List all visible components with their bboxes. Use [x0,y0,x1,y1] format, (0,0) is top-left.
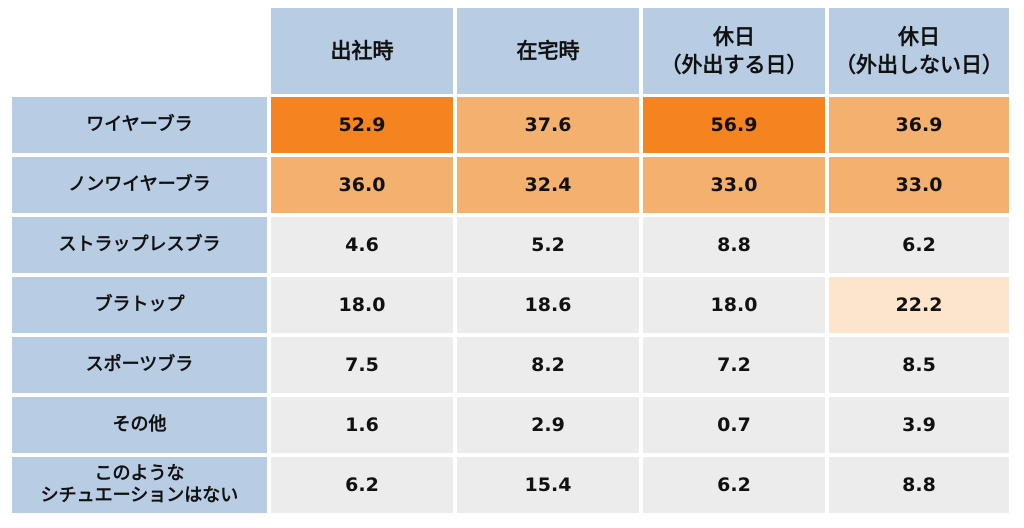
row-label: ワイヤーブラ [12,97,267,153]
data-table: 出社時 在宅時 休日 （外出する日） 休日 （外出しない日） ワイヤーブラ 52.9 37.6 5… [12,8,1020,518]
column-header: 在宅時 [457,8,639,94]
value-cell: 3.9 [829,397,1009,453]
value-cell: 8.8 [643,217,825,273]
column-header: 休日 （外出する日） [643,8,825,94]
value-cell: 33.0 [643,157,825,213]
row-label: スポーツブラ [12,337,267,393]
value-cell: 2.9 [457,397,639,453]
value-cell: 15.4 [457,457,639,513]
value-cell: 8.2 [457,337,639,393]
column-header: 出社時 [271,8,453,94]
value-cell: 7.5 [271,337,453,393]
value-cell: 0.7 [643,397,825,453]
value-cell: 18.6 [457,277,639,333]
row-label: ブラトップ [12,277,267,333]
value-cell: 6.2 [271,457,453,513]
value-cell: 37.6 [457,97,639,153]
value-cell: 33.0 [829,157,1009,213]
value-cell: 6.2 [643,457,825,513]
value-cell: 56.9 [643,97,825,153]
column-header: 休日 （外出しない日） [829,8,1009,94]
value-cell: 4.6 [271,217,453,273]
value-cell: 36.0 [271,157,453,213]
value-cell: 1.6 [271,397,453,453]
row-label: このような シチュエーションはない [12,457,267,513]
value-cell: 8.5 [829,337,1009,393]
value-cell: 18.0 [643,277,825,333]
value-cell: 22.2 [829,277,1009,333]
value-cell: 7.2 [643,337,825,393]
row-label: ストラップレスブラ [12,217,267,273]
value-cell: 8.8 [829,457,1009,513]
value-cell: 32.4 [457,157,639,213]
value-cell: 52.9 [271,97,453,153]
value-cell: 36.9 [829,97,1009,153]
value-cell: 5.2 [457,217,639,273]
row-label: その他 [12,397,267,453]
row-label: ノンワイヤーブラ [12,157,267,213]
value-cell: 18.0 [271,277,453,333]
value-cell: 6.2 [829,217,1009,273]
